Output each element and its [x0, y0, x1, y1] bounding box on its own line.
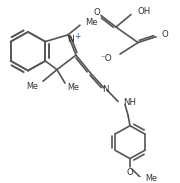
Text: Me: Me: [26, 82, 38, 91]
Text: O: O: [94, 8, 100, 17]
Text: Me: Me: [85, 18, 98, 27]
Text: Me: Me: [67, 83, 79, 92]
Text: N: N: [67, 35, 73, 44]
Text: O: O: [127, 168, 133, 177]
Text: NH: NH: [123, 98, 136, 107]
Text: N: N: [102, 85, 108, 94]
Text: OH: OH: [138, 7, 151, 16]
Text: +: +: [74, 32, 80, 41]
Text: O: O: [161, 30, 168, 39]
Text: Me: Me: [145, 174, 157, 183]
Text: ⁻O: ⁻O: [100, 55, 112, 64]
